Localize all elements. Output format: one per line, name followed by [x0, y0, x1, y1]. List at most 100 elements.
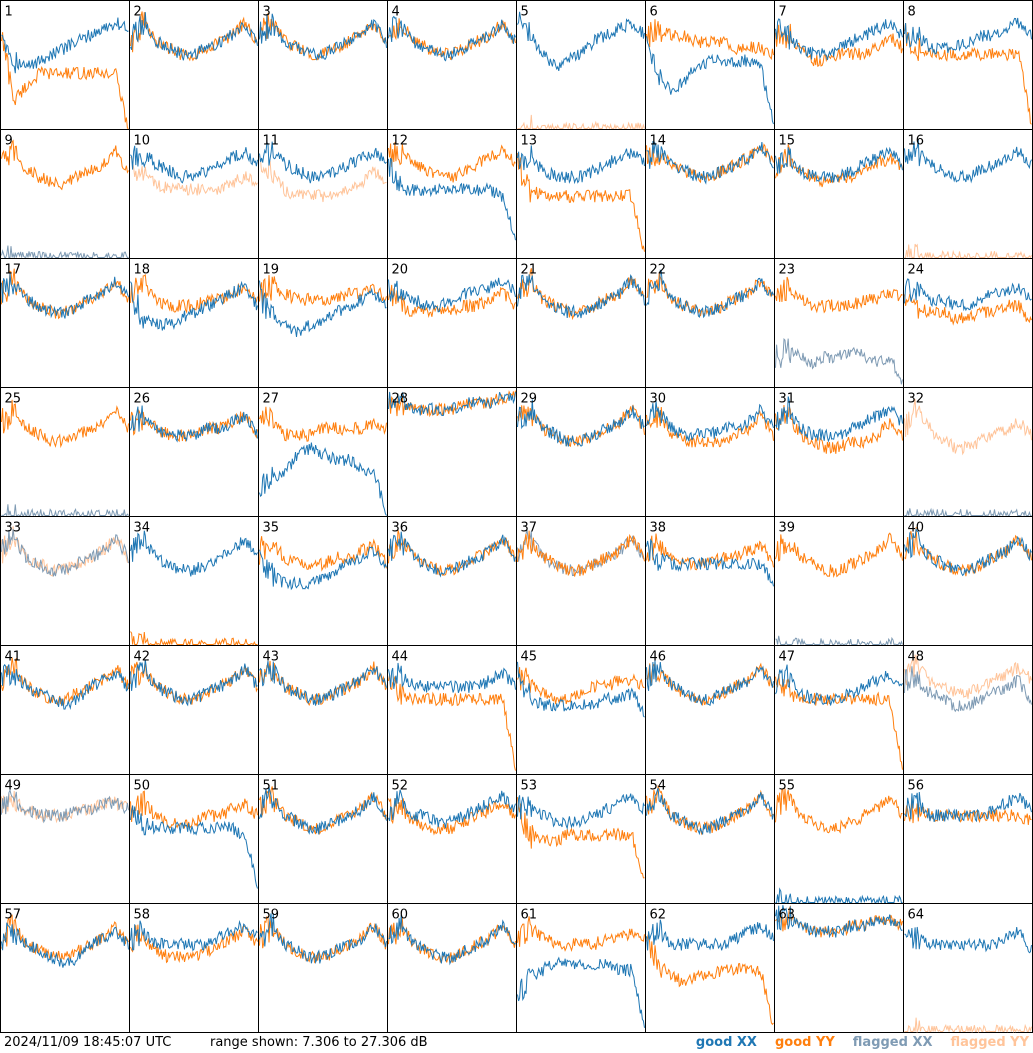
series-yy-line	[388, 390, 516, 418]
series-xx-line	[904, 926, 1032, 954]
tile-number: 55	[779, 779, 796, 794]
series-xx-line	[646, 919, 774, 951]
tile-frame	[516, 387, 646, 517]
series-yy-line	[517, 153, 645, 252]
tile-number: 60	[392, 908, 409, 923]
tile-number: 23	[779, 263, 796, 278]
series-xx-line	[130, 659, 258, 707]
tile-frame	[0, 645, 130, 775]
series-xx-line	[775, 146, 903, 183]
tile-22: 22	[645, 258, 775, 388]
series-xx-line	[904, 278, 1032, 312]
series-yy-line	[904, 1017, 1032, 1033]
footer-bar: 2024/11/09 18:45:07 UTC range shown: 7.3…	[0, 1032, 1033, 1053]
series-yy-line	[259, 536, 387, 572]
tile-frame	[516, 645, 646, 775]
tile-number: 59	[263, 908, 280, 923]
series-yy-line	[646, 533, 774, 571]
tile-27: 27	[258, 387, 388, 517]
tile-frame	[0, 903, 130, 1033]
series-yy-line	[646, 933, 774, 1026]
tile-frame	[258, 129, 388, 259]
tile-frame	[903, 516, 1033, 646]
series-xx-line	[388, 15, 516, 62]
tile-7: 7	[774, 0, 904, 130]
series-xx-line	[388, 914, 516, 966]
tile-number: 14	[650, 134, 667, 149]
tile-number: 24	[908, 263, 925, 278]
series-xx-line	[130, 145, 258, 184]
tile-frame	[774, 516, 904, 646]
series-yy-line	[646, 662, 774, 707]
tile-number: 28	[392, 392, 409, 407]
tile-number: 31	[779, 392, 796, 407]
tile-40: 40	[903, 516, 1033, 646]
tile-frame	[258, 903, 388, 1033]
tile-number: 42	[134, 650, 151, 665]
tile-frame	[774, 903, 904, 1033]
tile-23: 23	[774, 258, 904, 388]
tile-number: 58	[134, 908, 151, 923]
tile-26: 26	[129, 387, 259, 517]
tile-25: 25	[0, 387, 130, 518]
tile-59: 59	[258, 903, 388, 1033]
tile-16: 16	[903, 129, 1033, 260]
tile-21: 21	[516, 258, 646, 388]
tile-frame	[129, 129, 259, 259]
series-yy-line	[904, 398, 1032, 456]
tile-number: 51	[263, 779, 280, 794]
tile-46: 46	[645, 645, 775, 775]
series-yy-line	[517, 916, 645, 952]
tile-43: 43	[258, 645, 388, 775]
tile-19: 19	[258, 258, 388, 388]
series-yy-line	[130, 660, 258, 705]
series-yy-line	[904, 23, 1032, 125]
series-yy-line	[517, 114, 645, 131]
tile-number: 34	[134, 521, 151, 536]
tile-number: 22	[650, 263, 667, 278]
tile-53: 53	[516, 774, 646, 904]
tile-frame	[258, 774, 388, 904]
tile-number: 36	[392, 521, 409, 536]
tile-number: 50	[134, 779, 151, 794]
series-yy-line	[775, 276, 903, 314]
tile-8: 8	[903, 0, 1033, 130]
series-xx-line	[259, 280, 387, 337]
tile-frame	[903, 903, 1033, 1033]
tile-38: 38	[645, 516, 775, 646]
tile-frame	[774, 0, 904, 130]
tile-number: 3	[263, 5, 271, 20]
tile-5: 5	[516, 0, 646, 131]
tile-14: 14	[645, 129, 775, 259]
tile-57: 57	[0, 903, 130, 1033]
series-xx-line	[646, 538, 774, 587]
tile-frame	[516, 258, 646, 388]
series-xx-line	[259, 13, 387, 61]
legend: good XX good YY flagged XX flagged YY	[678, 1035, 1029, 1050]
tile-56: 56	[903, 774, 1033, 904]
tile-frame	[774, 129, 904, 259]
legend-good-yy: good YY	[774, 1035, 835, 1050]
tile-62: 62	[645, 903, 775, 1033]
tile-frame	[387, 903, 517, 1033]
series-yy-line	[904, 243, 1032, 260]
tile-61: 61	[516, 903, 646, 1033]
series-xx-line	[259, 442, 387, 516]
tile-number: 1	[5, 5, 13, 20]
tile-number: 26	[134, 392, 151, 407]
series-yy-line	[259, 406, 387, 442]
series-yy-line	[775, 405, 903, 454]
tile-number: 29	[521, 392, 538, 407]
series-xx-line	[1, 922, 129, 968]
series-yy-line	[517, 667, 645, 705]
tile-44: 44	[387, 645, 517, 775]
tile-frame	[387, 0, 517, 130]
tile-41: 41	[0, 645, 130, 775]
tile-frame	[774, 258, 904, 388]
tile-33: 33	[0, 516, 130, 646]
tile-frame	[129, 0, 259, 130]
tile-frame	[387, 645, 517, 775]
series-yy-line	[130, 924, 258, 964]
series-yy-line	[775, 673, 903, 770]
tile-frame	[645, 645, 775, 775]
